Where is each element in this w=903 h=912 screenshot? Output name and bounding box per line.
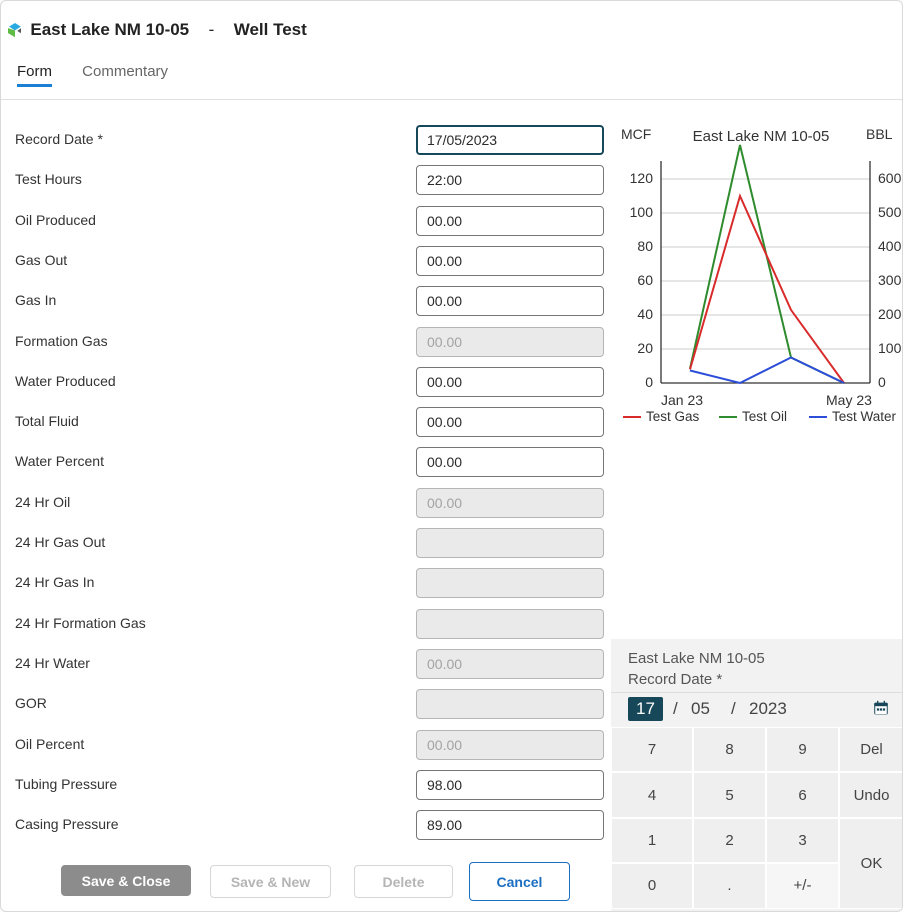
svg-text:60: 60 bbox=[637, 272, 653, 288]
svg-text:120: 120 bbox=[630, 170, 654, 186]
svg-text:20: 20 bbox=[637, 340, 653, 356]
svg-text:400: 400 bbox=[878, 238, 902, 254]
svg-text:Test Gas: Test Gas bbox=[646, 409, 700, 421]
svg-text:0: 0 bbox=[878, 374, 886, 390]
svg-text:Test Water: Test Water bbox=[832, 409, 897, 421]
svg-text:80: 80 bbox=[637, 238, 653, 254]
svg-text:600: 600 bbox=[878, 170, 902, 186]
svg-text:40: 40 bbox=[637, 306, 653, 322]
svg-text:300: 300 bbox=[878, 272, 902, 288]
svg-text:100: 100 bbox=[878, 340, 902, 356]
svg-text:Test Oil: Test Oil bbox=[742, 409, 787, 421]
svg-text:MCF: MCF bbox=[621, 126, 651, 142]
svg-text:200: 200 bbox=[878, 306, 902, 322]
svg-text:BBL: BBL bbox=[866, 126, 893, 142]
svg-text:May 23: May 23 bbox=[826, 392, 872, 408]
svg-text:500: 500 bbox=[878, 204, 902, 220]
svg-text:Jan 23: Jan 23 bbox=[661, 392, 703, 408]
svg-text:100: 100 bbox=[630, 204, 654, 220]
svg-text:0: 0 bbox=[645, 374, 653, 390]
svg-text:East Lake NM 10-05: East Lake NM 10-05 bbox=[693, 128, 830, 145]
